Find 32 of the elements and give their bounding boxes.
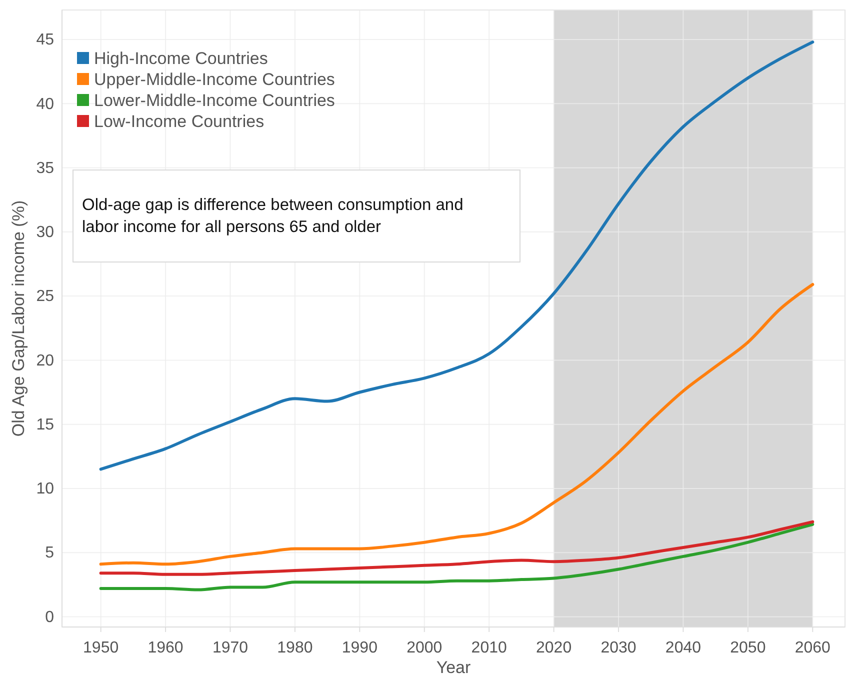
line-series (99, 283, 814, 566)
x-tick-label: 1960 (148, 640, 184, 657)
x-tick-label: 1970 (212, 640, 248, 657)
y-tick-label: 40 (36, 96, 54, 113)
y-tick-label: 20 (36, 352, 54, 370)
legend-label: Upper-Middle-Income Countries (94, 70, 335, 89)
y-tick-label: 10 (36, 480, 54, 498)
legend-label: Low-Income Countries (94, 112, 264, 131)
x-tick-label: 1980 (277, 640, 313, 657)
y-tick-label: 45 (36, 32, 54, 49)
x-tick-label: 2020 (536, 640, 572, 657)
y-tick-label: 25 (36, 288, 54, 306)
x-tick-label: 2040 (665, 640, 702, 657)
y-tick-label: 35 (36, 160, 54, 177)
y-axis-title: Old Age Gap/Labor income (%) (9, 200, 28, 437)
y-tick-label: 5 (45, 544, 54, 562)
x-tick-label: 2000 (406, 640, 442, 657)
x-tick-label: 2060 (794, 640, 831, 657)
x-tick-label: 1990 (342, 640, 378, 657)
line-series (99, 522, 814, 592)
x-tick-label: 2050 (730, 640, 766, 657)
legend-label: Lower-Middle-Income Countries (94, 91, 335, 110)
x-tick-label: 2030 (600, 640, 636, 657)
x-axis-title: Year (436, 658, 472, 676)
legend-label: High-Income Countries (94, 49, 268, 68)
y-tick-label: 0 (45, 608, 54, 626)
x-tick-label: 1950 (83, 640, 119, 657)
line-series (99, 520, 814, 576)
y-tick-label: 30 (36, 224, 54, 242)
x-tick-label: 2010 (471, 640, 507, 657)
annotation: Old-age gap is difference between consumption and labor income for all persons 65 and older (82, 196, 464, 236)
y-tick-label: 15 (36, 416, 54, 434)
